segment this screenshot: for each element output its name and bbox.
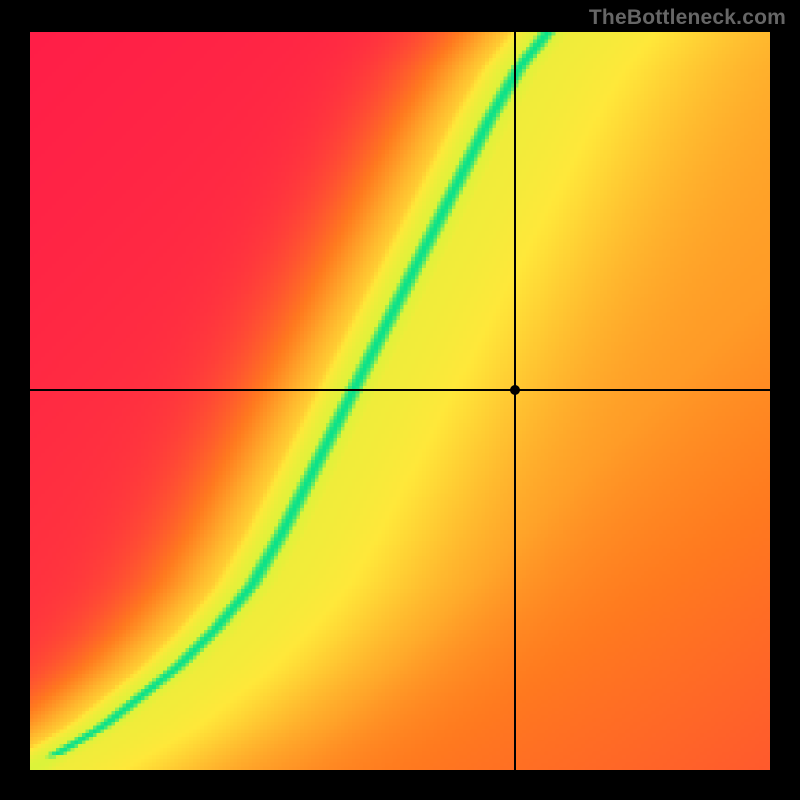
chart-stage: { "watermark": { "text": "TheBottleneck.… [0,0,800,800]
crosshair-horizontal [30,389,770,391]
bottleneck-heatmap [30,32,770,770]
watermark-text: TheBottleneck.com [589,6,786,30]
crosshair-vertical [514,32,516,770]
